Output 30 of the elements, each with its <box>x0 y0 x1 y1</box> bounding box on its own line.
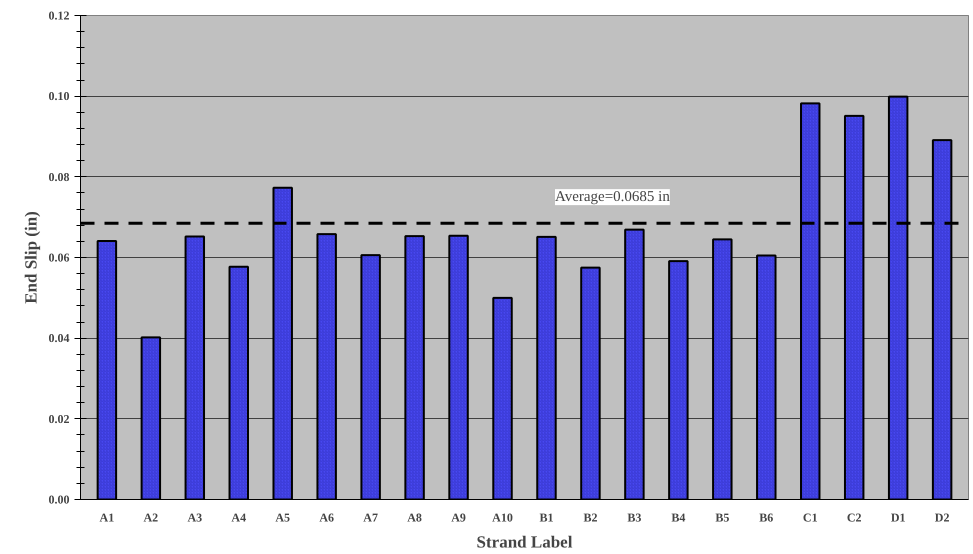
x-tick-label: C2 <box>846 510 862 524</box>
y-axis-title: End Slip (in) <box>22 211 40 304</box>
x-tick-label: A1 <box>100 510 114 524</box>
x-tick-label: A9 <box>451 510 466 524</box>
x-tick-label: B4 <box>671 510 686 524</box>
x-tick-label: B1 <box>539 510 554 524</box>
y-tick-label: 0.10 <box>48 89 70 104</box>
x-tick-label: A8 <box>407 510 422 524</box>
x-tick-label: D2 <box>934 510 950 524</box>
ref-line-label: Average=0.0685 in <box>555 189 670 206</box>
y-tick-label: 0.04 <box>48 331 70 346</box>
y-tick-label: 0.00 <box>48 492 70 506</box>
x-tick-label: B2 <box>583 510 598 524</box>
y-tick-label: 0.08 <box>48 170 70 184</box>
x-tick-label: B6 <box>759 510 774 524</box>
x-tick-label: A7 <box>363 510 378 524</box>
y-tick-label: 0.12 <box>48 8 70 22</box>
x-tick-label: B5 <box>715 510 730 524</box>
x-tick-label: B3 <box>627 510 642 524</box>
x-tick-label: A5 <box>275 510 290 524</box>
x-tick-label: A10 <box>492 510 513 524</box>
x-tick-label: D1 <box>890 510 906 524</box>
y-tick-label: 0.06 <box>48 250 70 264</box>
x-tick-label: C1 <box>802 510 818 524</box>
x-tick-label: A2 <box>144 510 158 524</box>
x-tick-label: A4 <box>231 510 246 524</box>
x-tick-label: A6 <box>319 510 334 524</box>
x-axis-title: Strand Label <box>476 532 573 552</box>
y-tick-label: 0.02 <box>48 412 70 426</box>
x-tick-label: A3 <box>187 510 202 524</box>
